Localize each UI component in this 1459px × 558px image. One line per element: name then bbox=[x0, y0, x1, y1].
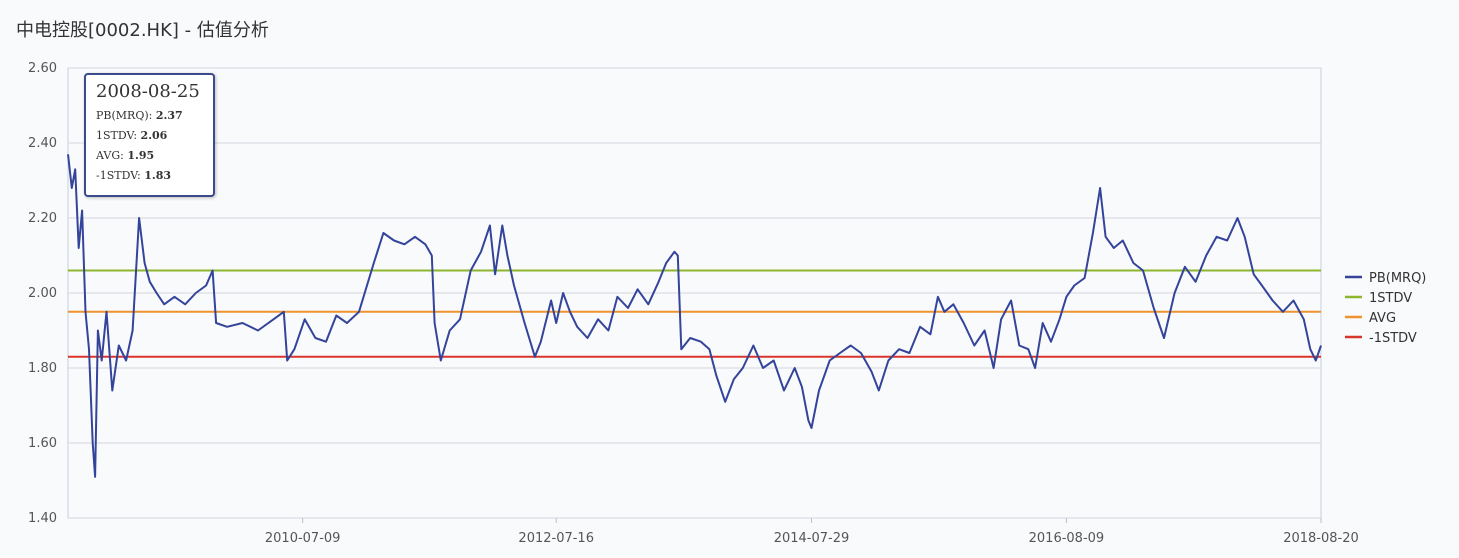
page-title: 中电控股[0002.HK] - 估值分析 bbox=[16, 20, 269, 41]
x-tick-label: 2018-08-20 bbox=[1283, 531, 1359, 546]
tooltip: 2008-08-25 PB(MRQ): 2.37 1STDV: 2.06 AVG… bbox=[84, 73, 215, 197]
tooltip-row-avg: AVG: 1.95 bbox=[96, 146, 213, 166]
y-tick-label: 2.60 bbox=[28, 61, 57, 76]
tooltip-label: 1STDV: bbox=[96, 129, 138, 142]
tooltip-value: 2.37 bbox=[155, 109, 183, 122]
legend-entry[interactable]: -1STDV bbox=[1369, 331, 1417, 346]
reference-lines bbox=[68, 269, 1321, 358]
y-tick-label: 1.60 bbox=[28, 436, 57, 451]
legend-entry[interactable]: 1STDV bbox=[1369, 291, 1412, 306]
tooltip-label: -1STDV: bbox=[96, 169, 141, 182]
y-tick-label: 2.40 bbox=[28, 136, 57, 151]
series-line-pb-mrq bbox=[67, 154, 1322, 478]
x-tick-label: 2014-07-29 bbox=[774, 531, 850, 546]
tooltip-row-minus-1stdv: -1STDV: 1.83 bbox=[96, 166, 213, 186]
x-tick-label: 2016-08-09 bbox=[1029, 531, 1105, 546]
y-tick-label: 1.40 bbox=[28, 511, 57, 526]
y-tick-label: 1.80 bbox=[28, 361, 57, 376]
y-tick-label: 2.00 bbox=[28, 286, 57, 301]
tooltip-label: PB(MRQ): bbox=[96, 109, 153, 122]
legend-entry[interactable]: PB(MRQ) bbox=[1369, 271, 1426, 286]
tooltip-value: 1.83 bbox=[144, 169, 172, 182]
pb-series bbox=[67, 154, 1322, 478]
x-tick-label: 2012-07-16 bbox=[518, 531, 594, 546]
legend-entry[interactable]: AVG bbox=[1369, 311, 1396, 326]
tooltip-value: 2.06 bbox=[140, 129, 168, 142]
y-tick-label: 2.20 bbox=[28, 211, 57, 226]
tooltip-value: 1.95 bbox=[127, 149, 155, 162]
tooltip-date: 2008-08-25 bbox=[96, 81, 200, 102]
tooltip-row-1stdv: 1STDV: 2.06 bbox=[96, 126, 213, 146]
tooltip-label: AVG: bbox=[96, 149, 124, 162]
x-tick-label: 2010-07-09 bbox=[265, 531, 341, 546]
x-axis: 2010-07-09 2012-07-16 2014-07-29 2016-08-09… bbox=[265, 518, 1359, 546]
grid-lines bbox=[68, 67, 1321, 519]
tooltip-row-pb: PB(MRQ): 2.37 bbox=[96, 106, 213, 126]
legend: PB(MRQ) 1STDV AVG -1STDV bbox=[1345, 271, 1426, 346]
y-axis: 1.40 1.60 1.80 2.00 2.20 2.40 2.60 bbox=[28, 61, 57, 526]
